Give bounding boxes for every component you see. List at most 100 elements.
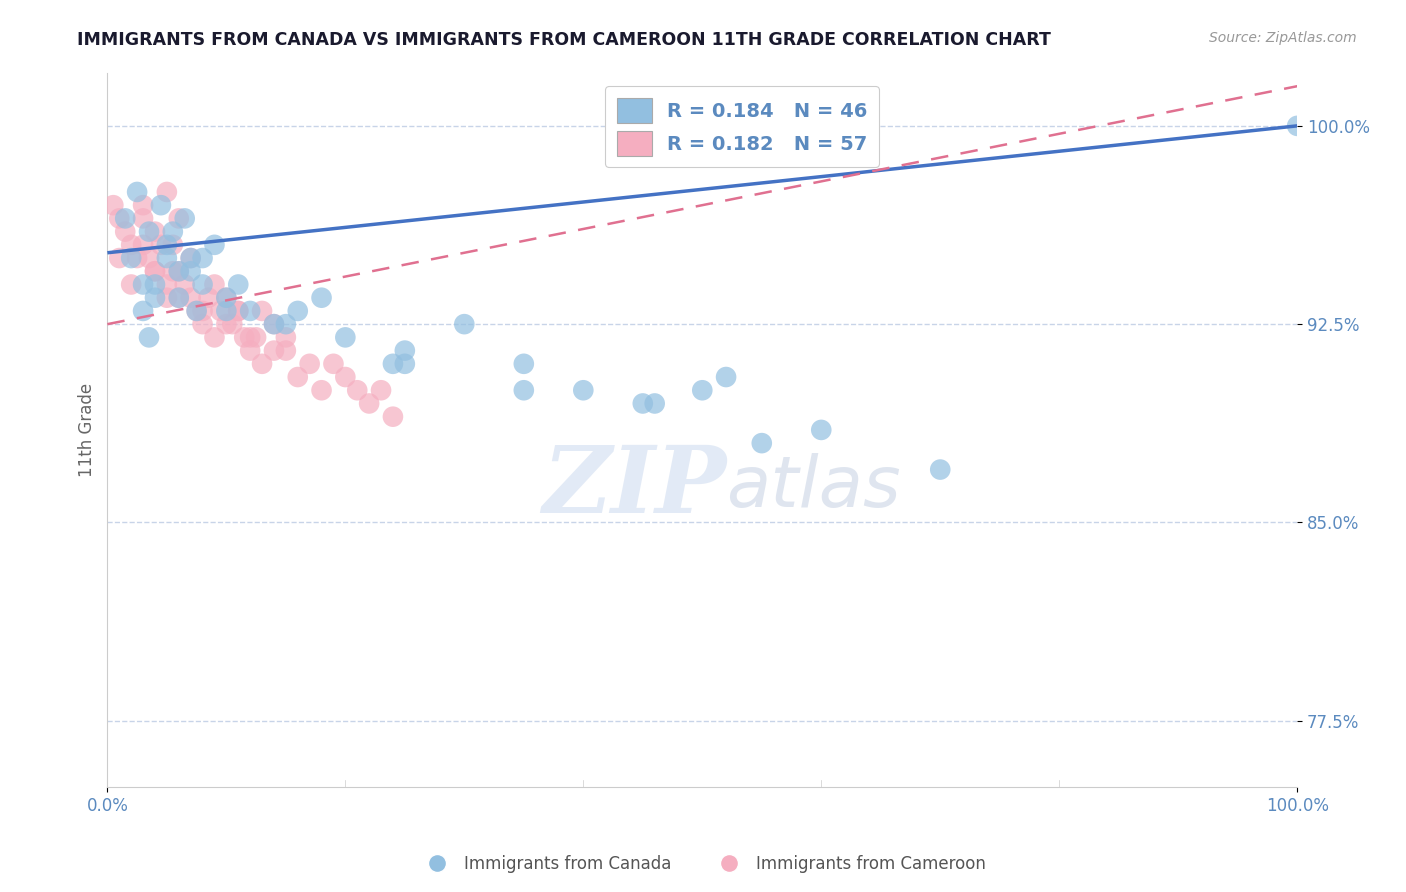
Point — [167, 264, 190, 278]
Point — [156, 251, 179, 265]
Point — [250, 357, 273, 371]
Point — [298, 357, 321, 371]
Point — [180, 251, 202, 265]
Point — [287, 370, 309, 384]
Point — [120, 277, 142, 292]
Point — [714, 370, 737, 384]
Point — [209, 304, 232, 318]
Point — [138, 225, 160, 239]
Point — [287, 304, 309, 318]
Point — [250, 304, 273, 318]
Point — [263, 317, 285, 331]
Point — [381, 357, 404, 371]
Point — [690, 384, 713, 398]
Point — [274, 330, 297, 344]
Point — [1286, 119, 1309, 133]
Point — [322, 357, 344, 371]
Point — [149, 237, 172, 252]
Text: atlas: atlas — [725, 452, 901, 522]
Legend: Immigrants from Canada, Immigrants from Cameroon: Immigrants from Canada, Immigrants from … — [413, 848, 993, 880]
Point — [215, 304, 238, 318]
Point — [143, 264, 166, 278]
Point — [167, 291, 190, 305]
Point — [263, 343, 285, 358]
Point — [394, 357, 416, 371]
Point — [132, 277, 155, 292]
Text: ZIP: ZIP — [541, 442, 725, 532]
Point — [186, 304, 208, 318]
Text: IMMIGRANTS FROM CANADA VS IMMIGRANTS FROM CAMEROON 11TH GRADE CORRELATION CHART: IMMIGRANTS FROM CANADA VS IMMIGRANTS FRO… — [77, 31, 1052, 49]
Point — [233, 330, 256, 344]
Point — [191, 251, 214, 265]
Point — [167, 291, 190, 305]
Point — [215, 317, 238, 331]
Point — [127, 185, 149, 199]
Text: Source: ZipAtlas.com: Source: ZipAtlas.com — [1209, 31, 1357, 45]
Point — [335, 330, 357, 344]
Point — [572, 384, 595, 398]
Point — [204, 277, 226, 292]
Point — [143, 264, 166, 278]
Point — [274, 343, 297, 358]
Point — [143, 225, 166, 239]
Point — [751, 436, 773, 450]
Point — [631, 396, 654, 410]
Point — [346, 384, 368, 398]
Point — [186, 304, 208, 318]
Point — [167, 211, 190, 226]
Point — [239, 343, 262, 358]
Point — [644, 396, 666, 410]
Point — [191, 317, 214, 331]
Point — [156, 277, 179, 292]
Point — [239, 304, 262, 318]
Point — [370, 384, 392, 398]
Point — [274, 317, 297, 331]
Point — [197, 291, 219, 305]
Point — [108, 251, 131, 265]
Point — [143, 277, 166, 292]
Point — [138, 330, 160, 344]
Point — [180, 251, 202, 265]
Point — [335, 370, 357, 384]
Point — [453, 317, 475, 331]
Point — [245, 330, 267, 344]
Point — [221, 317, 243, 331]
Point — [108, 211, 131, 226]
Legend: R = 0.184   N = 46, R = 0.182   N = 57: R = 0.184 N = 46, R = 0.182 N = 57 — [605, 87, 879, 168]
Point — [143, 291, 166, 305]
Point — [204, 237, 226, 252]
Point — [156, 291, 179, 305]
Point — [173, 277, 195, 292]
Point — [929, 462, 952, 476]
Point — [132, 211, 155, 226]
Point — [394, 343, 416, 358]
Point — [180, 291, 202, 305]
Y-axis label: 11th Grade: 11th Grade — [79, 383, 96, 477]
Point — [180, 264, 202, 278]
Point — [191, 277, 214, 292]
Point — [114, 211, 136, 226]
Point — [162, 225, 184, 239]
Point — [204, 330, 226, 344]
Point — [263, 317, 285, 331]
Point — [513, 357, 536, 371]
Point — [149, 198, 172, 212]
Point — [132, 198, 155, 212]
Point — [162, 264, 184, 278]
Point — [513, 384, 536, 398]
Point — [226, 277, 249, 292]
Point — [191, 304, 214, 318]
Point — [132, 304, 155, 318]
Point — [120, 251, 142, 265]
Point — [381, 409, 404, 424]
Point — [138, 251, 160, 265]
Point — [156, 185, 179, 199]
Point — [162, 237, 184, 252]
Point — [215, 291, 238, 305]
Point — [239, 330, 262, 344]
Point — [359, 396, 381, 410]
Point — [173, 211, 195, 226]
Point — [215, 291, 238, 305]
Point — [810, 423, 832, 437]
Point — [226, 304, 249, 318]
